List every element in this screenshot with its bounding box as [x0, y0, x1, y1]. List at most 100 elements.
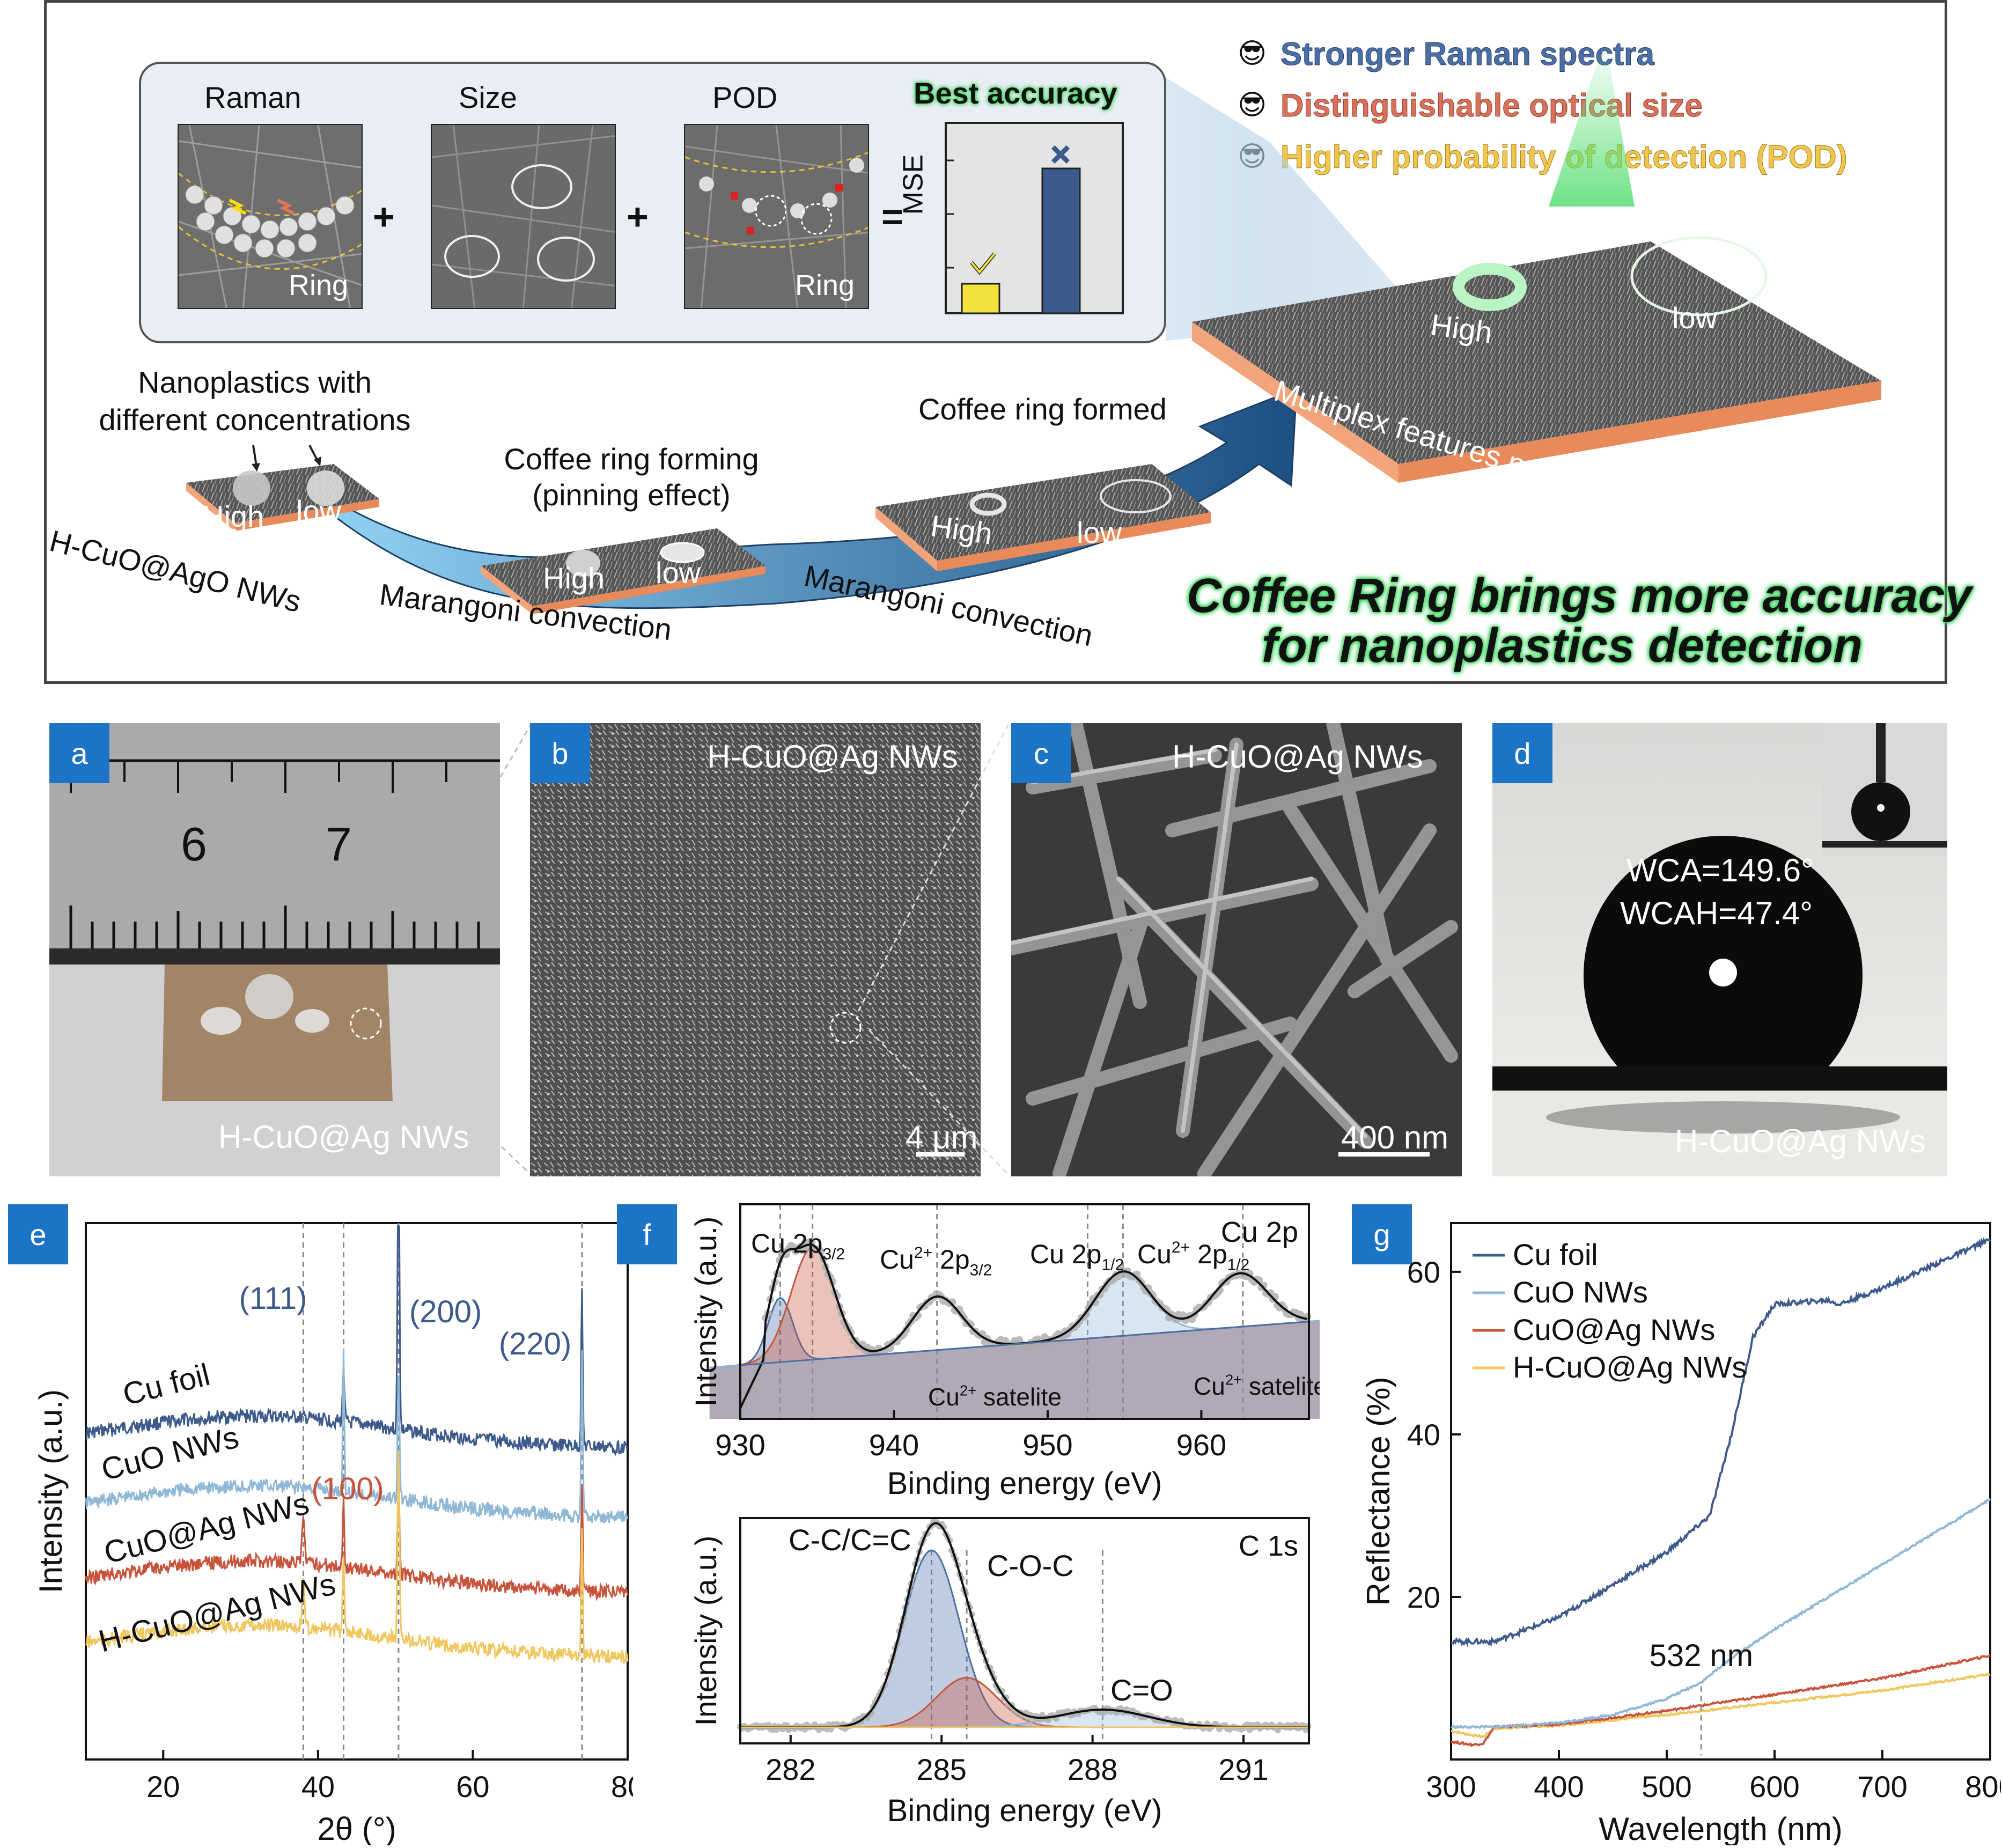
panel-c-sem: c H-CuO@Ag NWs 400 nm	[1011, 723, 1462, 1176]
series-line	[85, 1350, 629, 1524]
raman-title: Raman	[204, 80, 301, 114]
x-tick-label: 282	[766, 1753, 815, 1786]
peak-label: Cu 2p3/2	[751, 1228, 845, 1263]
pod-sem-drawing	[685, 125, 868, 308]
y-axis-title: Reflectance (%)	[1360, 1377, 1396, 1606]
ring-label: Ring	[289, 269, 349, 301]
y-axis-title: Intensity (a.u.)	[33, 1389, 69, 1593]
x-tick-label: 40	[301, 1770, 335, 1803]
x-tick-label: 930	[715, 1428, 765, 1462]
raman-sem-thumbnail: Ring	[178, 124, 363, 309]
sem-low-mag-drawing	[530, 723, 981, 1176]
pod-sem-thumbnail: Ring	[684, 124, 869, 309]
size-sem-drawing	[432, 125, 615, 308]
legend-label: CuO NWs	[1513, 1275, 1648, 1309]
x-axis-title: Binding energy (eV)	[887, 1466, 1162, 1501]
step2-high-label: High	[543, 561, 605, 595]
plus-sign: +	[373, 196, 395, 238]
x-axis-title: 2θ (°)	[317, 1811, 396, 1845]
panel-b-label: b	[530, 723, 590, 783]
peak-label: Cu2+ 2p3/2	[880, 1244, 992, 1279]
zoom-lines-bc	[858, 724, 1010, 1176]
plot-frame	[739, 1517, 1310, 1744]
droplet-drawing	[1492, 723, 1947, 1176]
legend-label: H-CuO@Ag NWs	[1513, 1350, 1747, 1384]
legend-label: CuO@Ag NWs	[1513, 1313, 1715, 1346]
spectrum-title: C 1s	[1239, 1530, 1298, 1562]
x-tick-label: 960	[1176, 1428, 1226, 1462]
series-line	[1451, 1498, 1991, 1729]
x-tick-label: 291	[1218, 1753, 1268, 1786]
panel-a-photo: a 6 7 H-CuO@Ag NWs	[49, 723, 500, 1176]
x-tick-label: 600	[1749, 1770, 1799, 1803]
sem-high-mag-drawing	[1011, 723, 1462, 1176]
xps-c1s-chart: C-C/C=C C-O-C C=O C 1s 282 285 288 291 Binding e…	[689, 1517, 1312, 1828]
wcah-value: WCAH=47.4°	[1620, 895, 1813, 931]
step2-title-line1: Coffee ring forming	[504, 442, 759, 476]
panel-e-label: e	[8, 1204, 68, 1264]
plot-frame	[85, 1222, 629, 1761]
x-tick-label: 285	[917, 1753, 967, 1786]
y-tick-label: 40	[1407, 1418, 1440, 1452]
x-tick-label: 80	[611, 1770, 633, 1803]
step1-low-label: low	[296, 494, 342, 528]
plot-frame	[739, 1203, 1310, 1420]
low-label: low	[1672, 301, 1718, 335]
background-line	[740, 1321, 1309, 1366]
panel-c-caption: H-CuO@Ag NWs	[1172, 739, 1423, 775]
x-tick-label: 300	[1426, 1770, 1476, 1803]
graphical-abstract: Raman Size POD	[44, 0, 1972, 684]
x-tick-label: 700	[1857, 1770, 1907, 1803]
step2-title-line2: (pinning effect)	[532, 478, 731, 512]
y-tick-label: 60	[1407, 1255, 1440, 1289]
panel-c-label: c	[1011, 723, 1071, 783]
series-line	[85, 1451, 629, 1665]
peak-label: (220)	[499, 1327, 571, 1361]
process-graphic	[186, 40, 1881, 614]
x-tick-label: 60	[456, 1770, 489, 1803]
satellite-label: Cu2+ satelite	[928, 1382, 1062, 1411]
y-axis-title: Intensity (a.u.)	[689, 1217, 723, 1407]
peak-label: (100)	[311, 1471, 384, 1506]
sunglasses-emoji-icon: 😎	[1238, 90, 1267, 121]
step3-title: Coffee ring formed	[918, 392, 1167, 426]
series-line	[1451, 1237, 1991, 1647]
peak-label: C=O	[1110, 1673, 1173, 1707]
plot-frame	[1450, 1222, 1991, 1761]
slogan-line-2: for nanoplastics detection	[1261, 619, 1863, 673]
series-line	[85, 1483, 629, 1602]
ruler-7: 7	[326, 818, 352, 871]
spectrum-title: Cu 2p	[1221, 1216, 1298, 1248]
fit-component-fill	[709, 1298, 1320, 1419]
step1-high-label: High	[202, 499, 264, 533]
x-tick-label: 800	[1965, 1770, 2001, 1803]
ring-label: Ring	[795, 269, 855, 301]
pod-title: POD	[712, 80, 778, 114]
panel-f-label: f	[617, 1204, 677, 1264]
peak-label: (200)	[409, 1294, 482, 1329]
feature-size: Distinguishable optical size	[1280, 87, 1703, 124]
peak-label: C-C/C=C	[789, 1523, 911, 1557]
panel-a-label: a	[49, 723, 109, 783]
panel-a-caption: H-CuO@Ag NWs	[218, 1119, 469, 1155]
satellite-label: Cu2+ satelite	[1194, 1372, 1320, 1400]
y-tick-label: 20	[1407, 1580, 1440, 1614]
wca-value: WCA=149.6°	[1626, 852, 1814, 888]
peak-label: (111)	[239, 1281, 307, 1316]
x-tick-label: 20	[146, 1770, 180, 1803]
step1-title-line2: different concentrations	[99, 403, 411, 437]
raman-sem-drawing	[179, 125, 362, 308]
sunglasses-emoji-icon: 😎	[1238, 38, 1267, 69]
y-axis-title: Intensity (a.u.)	[689, 1536, 723, 1726]
panel-b-sem: b H-CuO@Ag NWs 4 μm	[530, 723, 981, 1176]
peak-label: Cu2+ 2p1/2	[1137, 1239, 1249, 1274]
x-tick-label: 288	[1068, 1753, 1117, 1786]
fit-component-fill	[709, 1247, 1320, 1419]
x-tick-label: 950	[1022, 1428, 1072, 1462]
mse-mini-chart	[945, 122, 1124, 314]
xps-cu2p-chart: Cu 2p3/2 Cu2+ 2p3/2 Cu 2p1/2 Cu2+ 2p1/2 Cu2+…	[689, 1203, 1320, 1501]
panel-b-scale: 4 μm	[906, 1120, 978, 1155]
x-axis-title: Binding energy (eV)	[887, 1793, 1162, 1828]
annotation-label: 532 nm	[1650, 1638, 1753, 1673]
